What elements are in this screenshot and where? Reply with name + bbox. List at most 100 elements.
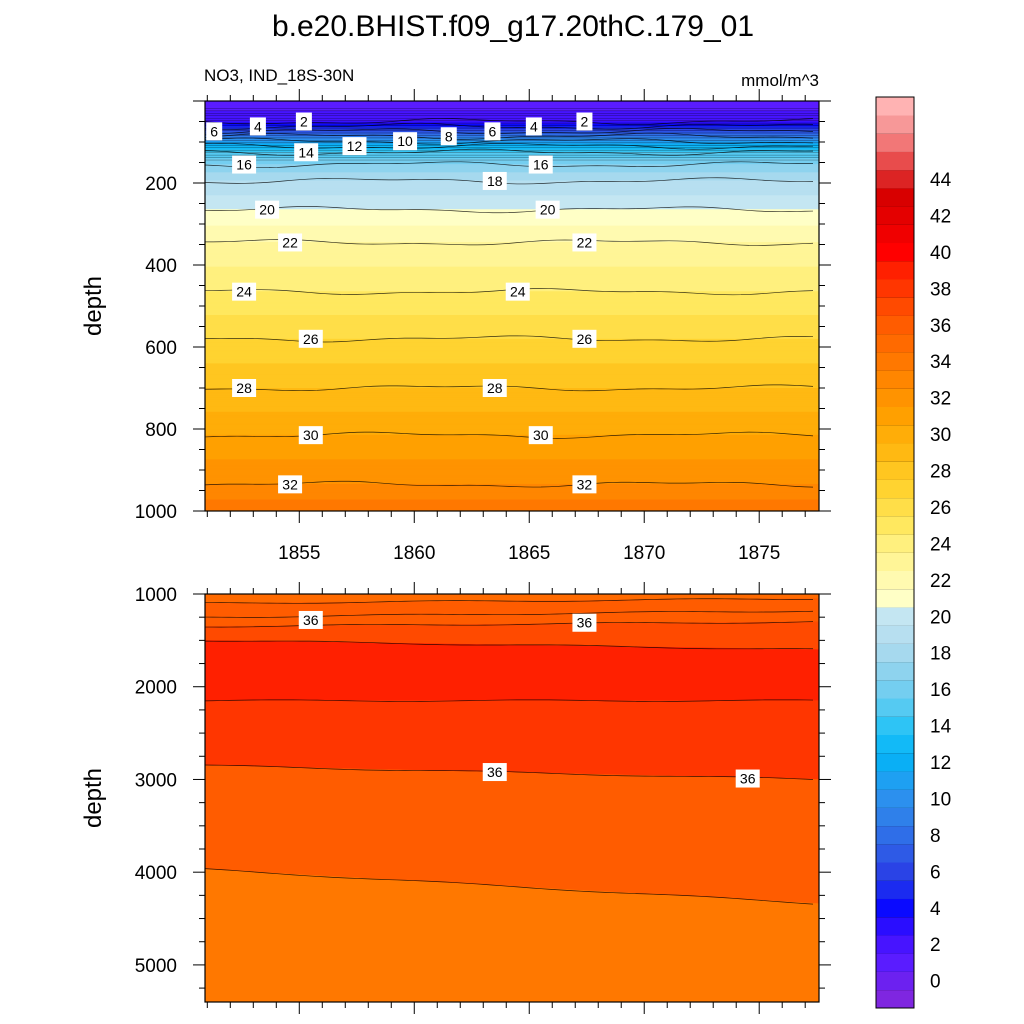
contour-band [205, 384, 819, 387]
contour-label-box [298, 329, 323, 348]
contour-band [205, 506, 819, 508]
contour-band [205, 148, 819, 150]
contour-band [205, 216, 819, 219]
contour-band [205, 474, 819, 477]
contour-band [205, 255, 819, 258]
contour-band [205, 332, 819, 334]
contour-band [205, 301, 819, 304]
colorbar-swatch [876, 188, 914, 207]
contour-band [205, 402, 819, 405]
contour-band [205, 392, 819, 395]
contour-band [205, 442, 819, 444]
contour-band [205, 243, 819, 246]
contour-band [205, 467, 819, 469]
contour-band [205, 229, 819, 232]
contour-line [205, 239, 814, 246]
colorbar-swatch [876, 916, 914, 936]
contour-band [205, 335, 819, 337]
x-tick-label: 1870 [623, 543, 665, 564]
contour-band [205, 341, 819, 343]
contour-band [205, 233, 819, 236]
colorbar-label: 38 [930, 279, 951, 300]
contour-line [205, 206, 814, 214]
chart-title: b.e20.BHIST.f09_g17.20thC.179_01 [272, 10, 754, 43]
contour-label-box [440, 127, 457, 146]
contour-band [205, 493, 819, 496]
y-tick-label: 1000 [135, 502, 177, 523]
contour-band [205, 255, 819, 257]
contour-band [205, 417, 819, 419]
lower-y-axis-title: depth [80, 768, 107, 828]
colorbar-swatch [876, 242, 914, 262]
contour-band [205, 266, 819, 269]
contour-band [205, 111, 819, 114]
contour-label-box [482, 763, 507, 782]
contour-band [205, 427, 819, 429]
colorbar-swatch [876, 516, 914, 535]
contour-line [205, 177, 814, 185]
contour-band [205, 456, 819, 458]
contour-band [205, 138, 819, 141]
contour-band [205, 246, 819, 248]
colorbar-swatch [876, 206, 914, 225]
contour-band [205, 238, 819, 241]
contour-band [205, 378, 819, 381]
y-tick-label: 600 [145, 338, 177, 359]
contour-band [205, 442, 819, 445]
contour-band [205, 186, 819, 188]
contour-band [205, 364, 819, 366]
contour-band [205, 194, 819, 196]
colorbar-swatch [876, 497, 914, 517]
contour-band [205, 228, 819, 230]
contour-band [205, 263, 819, 265]
contour-band [205, 131, 819, 133]
y-tick-label: 1000 [135, 585, 177, 606]
contour-band [205, 310, 819, 312]
contour-band [205, 513, 819, 514]
contour-band [205, 160, 819, 162]
contour-band [205, 188, 819, 191]
colorbar-swatch [876, 625, 914, 644]
contour-band [205, 233, 819, 235]
contour-band [205, 351, 819, 354]
contour-band [205, 357, 819, 360]
contour-band [205, 432, 819, 434]
contour-band [205, 143, 819, 146]
contour-band [205, 395, 819, 397]
contour-band [205, 227, 819, 229]
colorbar-label: 22 [930, 571, 951, 592]
contour-band [205, 409, 819, 411]
contour-band [205, 342, 819, 344]
contour-label: 32 [577, 476, 593, 492]
contour-band [205, 401, 819, 404]
contour-band [205, 438, 819, 440]
contour-band [205, 369, 819, 372]
contour-band [205, 512, 819, 513]
contour-label-box [535, 200, 560, 219]
contour-band [205, 370, 819, 373]
contour-band [205, 182, 819, 184]
contour-band [205, 155, 819, 158]
contour-band [205, 451, 819, 454]
contour-band [205, 389, 819, 392]
contour-band [205, 391, 819, 393]
contour-band [205, 116, 819, 118]
contour-band [205, 200, 819, 202]
contour-band [205, 245, 819, 247]
contour-label: 20 [259, 202, 275, 218]
contour-label: 22 [577, 234, 593, 250]
contour-band [205, 463, 819, 465]
contour-band [205, 114, 819, 116]
contour-band [205, 141, 819, 143]
contour-band [205, 185, 819, 187]
contour-band [205, 404, 819, 406]
colorbar-swatch [876, 680, 914, 699]
contour-band [205, 169, 819, 172]
x-tick-label: 1865 [508, 543, 550, 564]
contour-band [205, 160, 819, 163]
contour-band [205, 424, 819, 427]
contour-band [205, 460, 819, 463]
colorbar-label: 16 [930, 680, 951, 701]
contour-band [205, 447, 819, 449]
